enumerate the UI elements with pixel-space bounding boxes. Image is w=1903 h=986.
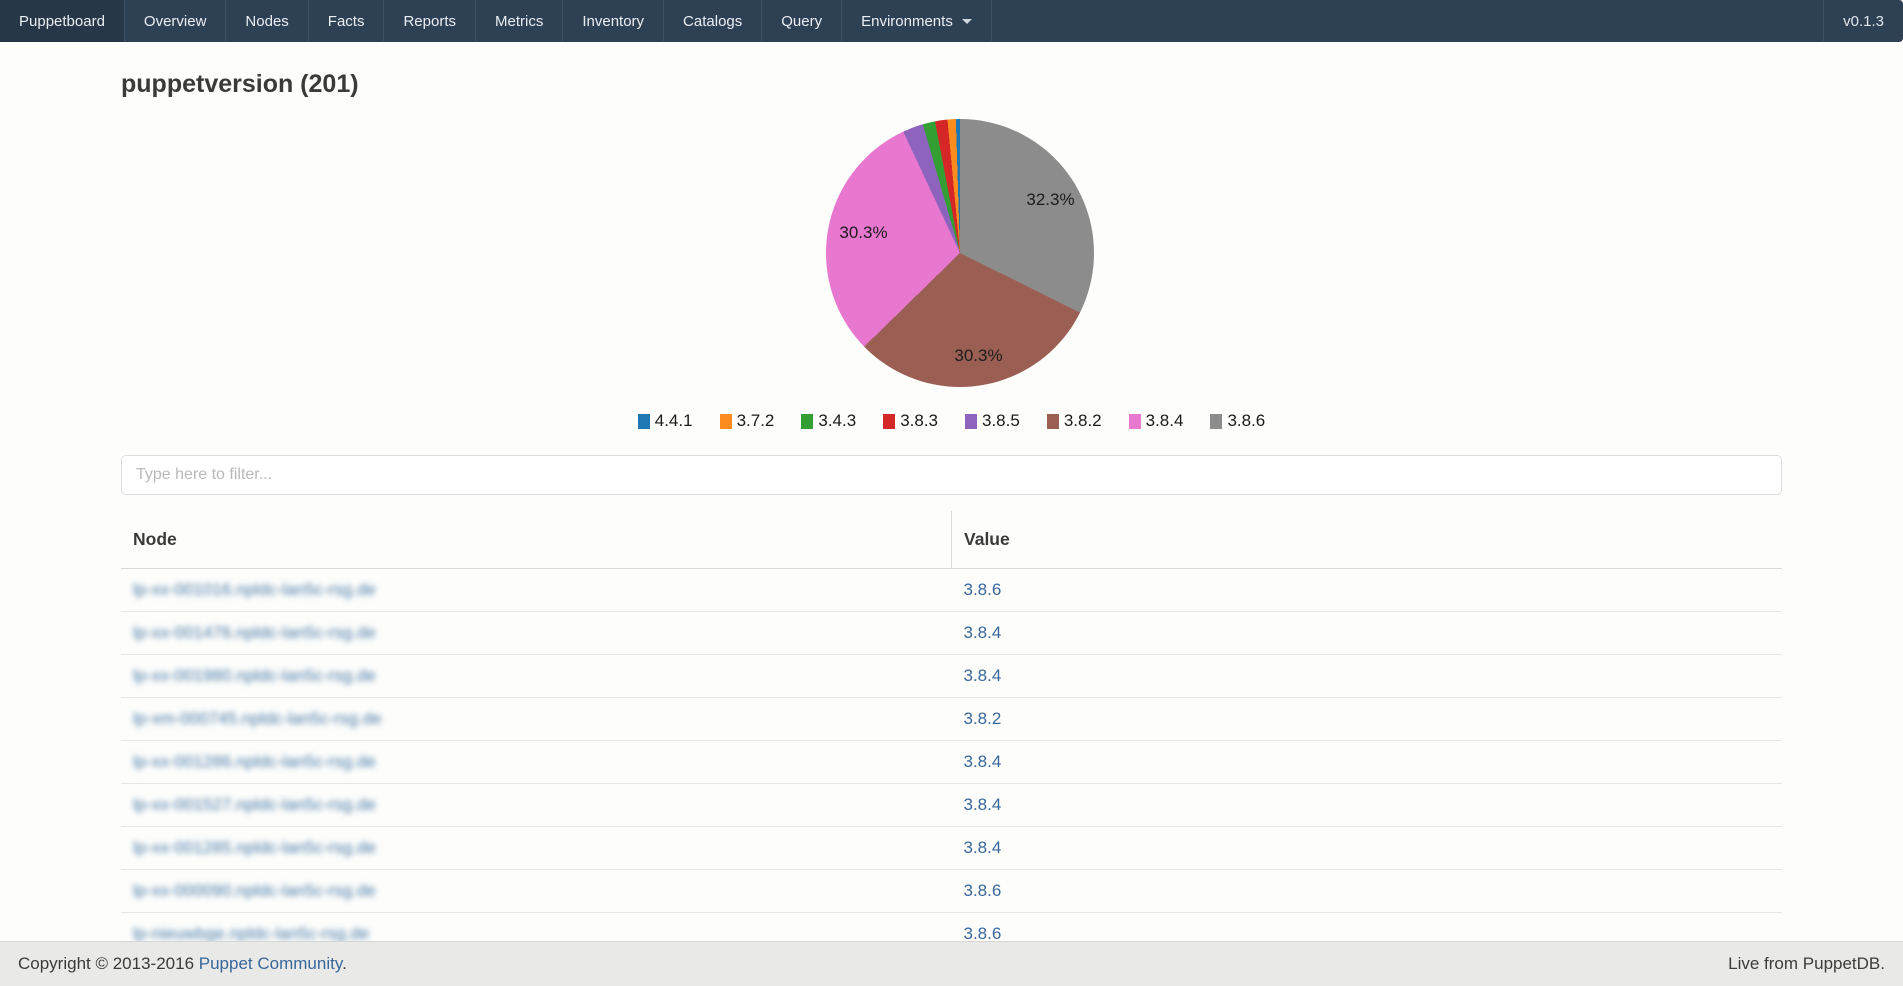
legend-item-3.8.6: 3.8.6 <box>1210 411 1265 431</box>
legend-swatch-icon <box>719 413 732 429</box>
node-link[interactable]: lp-xx-001285.npldc-lan5c-rsg.de <box>133 838 376 857</box>
puppetdb-status-text: Live from PuppetDB. <box>1728 954 1885 973</box>
navbar-brand[interactable]: Puppetboard <box>0 0 125 42</box>
legend-label: 3.8.3 <box>900 411 938 430</box>
fact-value-link[interactable]: 3.8.6 <box>963 580 1002 599</box>
node-link[interactable]: lp-xx-001476.npldc-lan5c-rsg.de <box>133 623 376 642</box>
node-link[interactable]: lp-nieuwbge.npldc-lan5c-rsg.de <box>133 924 370 943</box>
top-navbar: Puppetboard Overview Nodes Facts Reports Metr… <box>0 0 1903 42</box>
table-row: lp-xx-001016.npldc-lan5c-rsg.de 3.8.6 <box>121 569 1782 612</box>
column-header-node: Node <box>121 511 952 569</box>
puppet-community-link[interactable]: Puppet Community <box>198 954 343 973</box>
column-header-value: Value <box>951 511 1782 569</box>
nav-item-label: Environments <box>861 12 953 30</box>
nav-item-facts[interactable]: Facts <box>309 0 385 42</box>
page-footer: Copyright © 2013-2016 Puppet Community. … <box>0 941 1903 986</box>
copyright-suffix: . <box>342 954 347 973</box>
table-row: lp-xx-001980.npldc-lan5c-rsg.de 3.8.4 <box>121 654 1782 698</box>
table-row: lp-xx-000090.npldc-lan5c-rsg.de 3.8.6 <box>121 869 1782 913</box>
nav-item-catalogs[interactable]: Catalogs <box>664 0 763 42</box>
node-link[interactable]: lp-xx-001286.npldc-lan5c-rsg.de <box>133 752 376 771</box>
node-link[interactable]: lp-xx-001980.npldc-lan5c-rsg.de <box>133 666 376 685</box>
nav-item-label: Query <box>781 12 823 30</box>
node-link[interactable]: lp-xx-001016.npldc-lan5c-rsg.de <box>133 580 376 599</box>
nav-item-reports[interactable]: Reports <box>384 0 476 42</box>
nav-item-inventory[interactable]: Inventory <box>563 0 665 42</box>
table-row: lp-xx-001476.npldc-lan5c-rsg.de 3.8.4 <box>121 611 1782 655</box>
nav-item-label: Metrics <box>495 12 544 30</box>
legend-item-3.8.2: 3.8.2 <box>1046 411 1102 431</box>
legend-item-3.7.2: 3.7.2 <box>719 411 775 431</box>
nav-item-label: Puppetboard <box>19 12 105 30</box>
legend-label: 3.8.6 <box>1227 411 1266 430</box>
nav-item-label: Nodes <box>245 12 289 30</box>
legend-swatch-icon <box>637 413 650 429</box>
copyright-prefix: Copyright © 2013-2016 <box>18 954 199 973</box>
nav-item-label: Catalogs <box>683 12 743 30</box>
table-row: lp-xx-001286.npldc-lan5c-rsg.de 3.8.4 <box>121 740 1782 784</box>
nav-item-label: Overview <box>143 12 207 30</box>
legend-swatch-icon <box>801 413 814 429</box>
fact-value-link[interactable]: 3.8.4 <box>963 752 1002 771</box>
legend-label: 3.7.2 <box>736 411 775 430</box>
node-link[interactable]: lp-xm-000745.npldc-lan5c-rsg.de <box>133 709 382 728</box>
node-link[interactable]: lp-xx-000090.npldc-lan5c-rsg.de <box>133 881 376 900</box>
filter-input[interactable] <box>121 455 1782 495</box>
fact-value-link[interactable]: 3.8.6 <box>963 881 1002 900</box>
fact-value-link[interactable]: 3.8.6 <box>963 924 1002 943</box>
legend-swatch-icon <box>1210 413 1223 429</box>
page-title: puppetversion (201) <box>121 70 359 98</box>
chevron-down-icon <box>961 18 972 24</box>
table-row: lp-xm-000745.npldc-lan5c-rsg.de 3.8.2 <box>121 697 1782 741</box>
legend-label: 4.4.1 <box>654 411 693 430</box>
fact-value-link[interactable]: 3.8.2 <box>963 709 1002 728</box>
legend-swatch-icon <box>1128 413 1141 429</box>
legend-label: 3.8.4 <box>1145 411 1184 430</box>
node-link[interactable]: lp-xx-001527.npldc-lan5c-rsg.de <box>133 795 376 814</box>
pie-percentage-label: 32.3% <box>1026 190 1075 209</box>
app-version: v0.1.3 <box>1823 0 1903 42</box>
fact-value-link[interactable]: 3.8.4 <box>963 838 1002 857</box>
puppetversion-pie-chart: 32.3% 30.3% 30.3% <box>121 99 1782 399</box>
legend-label: 3.4.3 <box>818 411 857 430</box>
nav-item-label: Inventory <box>582 12 645 30</box>
legend-swatch-icon <box>965 413 977 429</box>
pie-graphic: 32.3% 30.3% 30.3% <box>825 119 1094 387</box>
nav-item-metrics[interactable]: Metrics <box>476 0 564 42</box>
fact-value-table: Node Value lp-xx-001016.npldc-lan5c-rsg.… <box>121 511 1782 955</box>
legend-label: 3.8.5 <box>982 411 1020 430</box>
legend-swatch-icon <box>883 413 896 429</box>
pie-legend: 4.4.1 3.7.2 3.4.3 3.8.3 3.8.5 3.8.2 3.8.4 3.8.6 <box>121 411 1782 431</box>
legend-label: 3.8.2 <box>1063 411 1102 430</box>
nav-item-label: Reports <box>403 12 456 30</box>
nav-item-environments[interactable]: Environments <box>842 0 992 42</box>
legend-item-3.4.3: 3.4.3 <box>801 411 856 431</box>
copyright-text: Copyright © 2013-2016 Puppet Community. <box>18 954 347 974</box>
nav-item-overview[interactable]: Overview <box>125 0 227 42</box>
navbar-spacer <box>992 0 1823 42</box>
nav-item-nodes[interactable]: Nodes <box>226 0 309 42</box>
nav-item-label: Facts <box>327 12 365 30</box>
fact-value-link[interactable]: 3.8.4 <box>963 795 1002 814</box>
legend-item-3.8.4: 3.8.4 <box>1128 411 1184 431</box>
pie-percentage-label: 30.3% <box>839 223 888 242</box>
legend-swatch-icon <box>1046 413 1059 429</box>
table-row: lp-xx-001527.npldc-lan5c-rsg.de 3.8.4 <box>121 783 1782 827</box>
pie-percentage-label: 30.3% <box>954 346 1003 365</box>
legend-item-4.4.1: 4.4.1 <box>637 411 693 431</box>
fact-value-link[interactable]: 3.8.4 <box>963 666 1002 685</box>
legend-item-3.8.3: 3.8.3 <box>883 411 938 431</box>
main-container: puppetversion (201) 32.3% 30.3% 30.3% 4.4.… <box>121 70 1782 955</box>
nav-item-query[interactable]: Query <box>762 0 843 42</box>
fact-value-link[interactable]: 3.8.4 <box>963 623 1002 642</box>
table-header-row: Node Value <box>121 511 1782 569</box>
table-row: lp-xx-001285.npldc-lan5c-rsg.de 3.8.4 <box>121 826 1782 870</box>
legend-item-3.8.5: 3.8.5 <box>965 411 1020 431</box>
